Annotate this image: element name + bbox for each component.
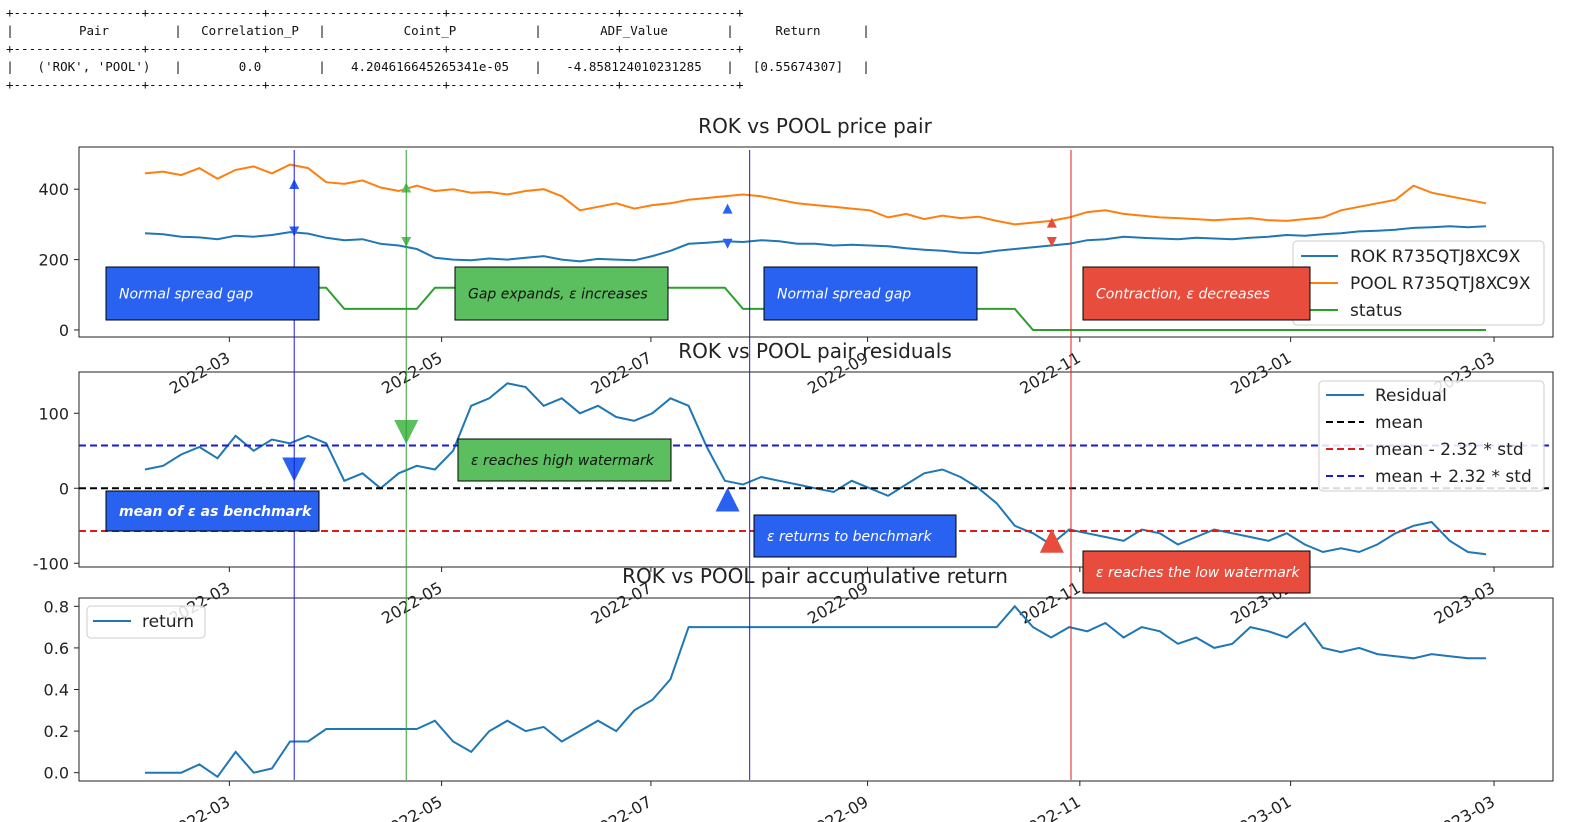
x-tick-label-1-5: 2023-01 — [1227, 348, 1294, 398]
y-tick-label-3-2: 0.4 — [44, 681, 69, 700]
x-tick-label-2-1: 2022-05 — [378, 578, 445, 628]
series-line-1-0 — [144, 225, 1487, 263]
annotation-box-6 — [753, 514, 957, 558]
annotation-text-4: mean of ε as benchmark — [119, 504, 313, 520]
legend-label-2-1: mean — [1375, 413, 1423, 433]
annotation-box-4 — [105, 490, 320, 532]
panel-title-1: ROK vs POOL price pair — [698, 114, 932, 138]
panel-title-2: ROK vs POOL pair residuals — [678, 339, 952, 363]
x-tick-label-1-2: 2022-07 — [588, 348, 655, 398]
series-line-2-0 — [144, 382, 1487, 556]
signal-marker-1-4 — [722, 203, 733, 214]
y-tick-label-2-2: 100 — [38, 404, 69, 423]
table-border-top: +-----------------+---------------+-----… — [6, 5, 744, 20]
signal-marker-1-6 — [1046, 217, 1057, 228]
cell-pair: ('ROK', 'POOL') — [37, 59, 151, 74]
x-tick-label-3-4: 2022-11 — [1016, 792, 1083, 822]
series-line-1-1 — [144, 163, 1487, 226]
legend-label-1-2: status — [1350, 301, 1402, 321]
table-border-mid: +-----------------+---------------+-----… — [6, 41, 744, 56]
signal-marker-1-7 — [1046, 237, 1057, 247]
x-tick-label-1-4: 2022-11 — [1016, 348, 1083, 398]
x-tick-label-3-0: 2022-03 — [166, 792, 233, 822]
x-tick-label-1-0: 2022-03 — [166, 348, 233, 398]
col-header-pair: Pair — [78, 23, 110, 38]
legend-label-2-3: mean + 2.32 * std — [1375, 467, 1532, 487]
table-header-row: | Pair | Correlation_P | Coint_P | ADF_V… — [6, 23, 870, 38]
signal-marker-2-3 — [1039, 528, 1064, 553]
annotation-text-6: ε returns to benchmark — [767, 529, 933, 545]
annotation-text-3: Contraction, ε decreases — [1096, 287, 1270, 303]
legend-label-2-2: mean - 2.32 * std — [1375, 440, 1524, 460]
x-tick-label-1-1: 2022-05 — [378, 348, 445, 398]
table-border-bottom: +-----------------+---------------+-----… — [6, 77, 744, 92]
stats-table: +-----------------+---------------+-----… — [6, 4, 870, 94]
cell-correlation: 0.0 — [238, 59, 262, 74]
y-tick-label-2-1: 0 — [59, 479, 69, 498]
annotation-box-5 — [457, 438, 672, 482]
annotation-box-3 — [1082, 266, 1311, 321]
x-tick-label-3-6: 2023-03 — [1431, 792, 1498, 822]
series-line-3-0 — [145, 604, 1486, 779]
table-row: | ('ROK', 'POOL') | 0.0 | 4.204616645265… — [6, 59, 870, 74]
col-header-return: Return — [775, 23, 821, 38]
x-tick-label-3-5: 2023-01 — [1227, 792, 1294, 822]
y-tick-label-1-2: 400 — [38, 180, 69, 199]
annotation-box-0 — [105, 266, 320, 321]
annotation-text-5: ε reaches high watermark — [471, 453, 655, 469]
y-tick-label-3-3: 0.6 — [44, 639, 69, 658]
legend-label-3-0: return — [142, 612, 194, 632]
x-tick-label-3-2: 2022-07 — [588, 792, 655, 822]
legend-label-1-1: POOL R735QTJ8XC9X — [1350, 274, 1531, 294]
y-tick-label-1-0: 0 — [59, 321, 69, 340]
cell-adf: -4.858124010231285 — [566, 59, 702, 74]
y-tick-label-3-4: 0.8 — [44, 597, 69, 616]
annotation-box-2 — [763, 266, 978, 321]
legend-box-2 — [1318, 380, 1545, 492]
annotation-text-1: Gap expands, ε increases — [468, 287, 648, 303]
annotation-text-2: Normal spread gap — [777, 287, 911, 303]
annotation-text-0: Normal spread gap — [119, 287, 253, 303]
col-header-correlation: Correlation_P — [201, 23, 299, 38]
x-tick-label-3-3: 2022-09 — [804, 792, 871, 822]
col-header-adf: ADF_Value — [600, 23, 668, 38]
col-header-coint: Coint_P — [403, 23, 457, 38]
annotation-box-1 — [454, 266, 669, 321]
cell-return: [0.55674307] — [752, 59, 844, 74]
panel-frame-2 — [78, 371, 1554, 568]
y-tick-label-2-0: -100 — [33, 554, 69, 573]
legend-label-1-0: ROK R735QTJ8XC9X — [1350, 247, 1521, 267]
y-tick-label-3-0: 0.0 — [44, 764, 69, 783]
x-tick-label-3-1: 2022-05 — [378, 792, 445, 822]
panel-frame-1 — [78, 146, 1554, 338]
signal-marker-2-2 — [715, 487, 740, 512]
x-tick-label-2-6: 2023-03 — [1431, 578, 1498, 628]
annotation-box-7 — [1082, 550, 1311, 594]
annotation-text-7: ε reaches the low watermark — [1096, 565, 1301, 581]
cell-coint: 4.204616645265341e-05 — [350, 59, 510, 74]
panel-title-3: ROK vs POOL pair accumulative return — [622, 564, 1008, 588]
signal-marker-1-5 — [722, 238, 733, 249]
legend-label-2-0: Residual — [1375, 386, 1447, 406]
legend-box-3 — [86, 605, 206, 639]
y-tick-label-1-1: 200 — [38, 251, 69, 270]
y-tick-label-3-1: 0.2 — [44, 722, 69, 741]
